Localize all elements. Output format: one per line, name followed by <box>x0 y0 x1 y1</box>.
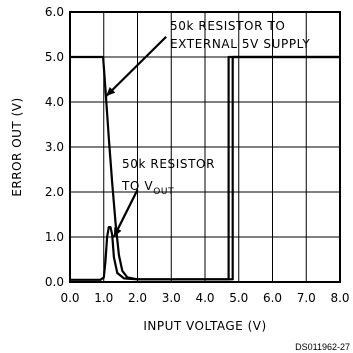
x-tick-label: 1.0 <box>94 291 113 305</box>
x-tick-labels: 0.0 1.0 2.0 3.0 4.0 5.0 6.0 7.0 8.0 <box>60 291 349 305</box>
annotation-vout-main: TO V <box>121 179 153 193</box>
y-tick-label: 5.0 <box>45 50 64 64</box>
x-tick-label: 5.0 <box>229 291 248 305</box>
y-tick-label: 6.0 <box>45 5 64 19</box>
annotation-series-2-line-2: TO VOUT <box>121 179 174 197</box>
x-tick-label: 4.0 <box>195 291 214 305</box>
figure-code: DS011962-27 <box>295 342 350 352</box>
annotation-arrow-1-head <box>106 86 116 97</box>
x-tick-label: 6.0 <box>263 291 282 305</box>
annotation-arrow-1 <box>105 35 167 97</box>
annotation-arrow-2-head <box>113 227 122 237</box>
annotation-series-1-line-1: 50k RESISTOR TO <box>170 19 285 33</box>
y-tick-label: 3.0 <box>45 140 64 154</box>
x-tick-label: 2.0 <box>128 291 147 305</box>
y-axis-label: ERROR OUT (V) <box>10 97 24 196</box>
x-axis-label: INPUT VOLTAGE (V) <box>143 319 266 333</box>
series-layer <box>70 55 340 281</box>
x-tick-label: 3.0 <box>162 291 181 305</box>
y-tick-label: 1.0 <box>45 230 64 244</box>
plot-frame <box>69 11 341 283</box>
y-tick-label: 2.0 <box>45 185 64 199</box>
annotation-arrows <box>105 35 167 238</box>
y-tick-labels: 0.0 1.0 2.0 3.0 4.0 5.0 6.0 <box>45 5 64 289</box>
x-tick-label: 8.0 <box>330 291 349 305</box>
annotation-vout-subscript: OUT <box>153 187 174 197</box>
y-tick-label: 0.0 <box>45 275 64 289</box>
series-line-2 <box>70 55 340 281</box>
annotation-series-2-line-1: 50k RESISTOR <box>122 157 215 171</box>
annotation-series-1-line-2: EXTERNAL 5V SUPPLY <box>170 37 310 51</box>
x-tick-label: 0.0 <box>60 291 79 305</box>
x-tick-label: 7.0 <box>297 291 316 305</box>
y-tick-label: 4.0 <box>45 95 64 109</box>
